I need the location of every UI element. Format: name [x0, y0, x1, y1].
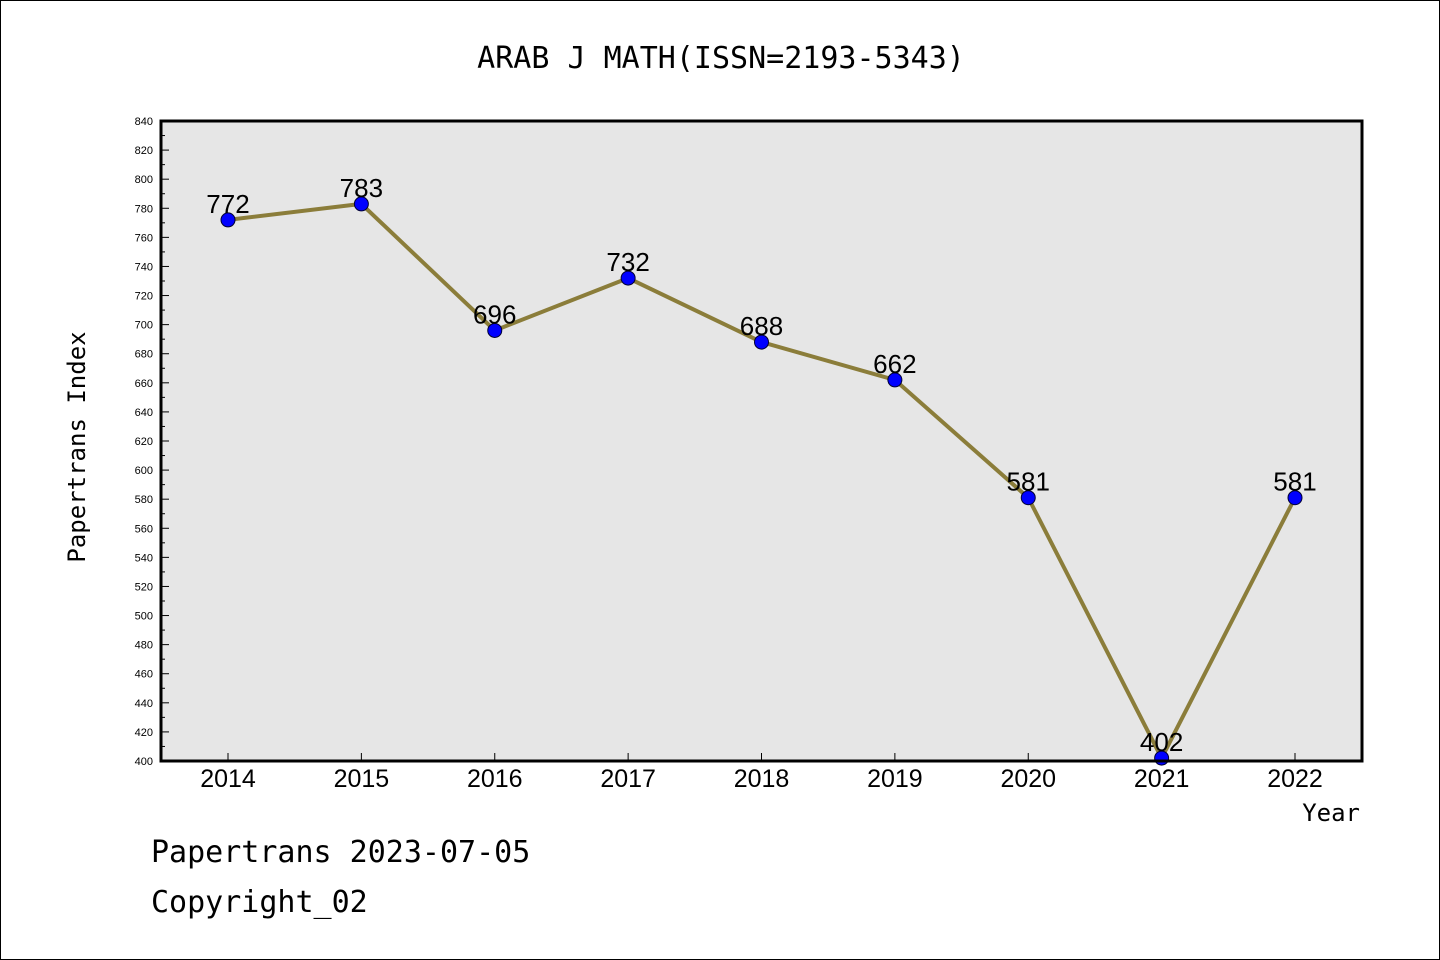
- y-tick-label: 700: [135, 320, 153, 332]
- y-tick-label: 440: [135, 698, 153, 710]
- data-label: 662: [873, 349, 916, 379]
- x-tick-label: 2014: [200, 765, 256, 793]
- y-tick-label: 820: [135, 145, 153, 157]
- y-tick-label: 560: [135, 523, 153, 535]
- y-tick-label: 420: [135, 727, 153, 739]
- y-tick-label: 640: [135, 407, 153, 419]
- data-point: [754, 334, 769, 350]
- x-tick-label: 2019: [867, 765, 923, 793]
- y-tick-label: 720: [135, 291, 153, 303]
- plot-area: [161, 121, 1362, 761]
- y-tick-label: 840: [135, 116, 153, 128]
- x-axis-label: Year: [1302, 799, 1360, 827]
- x-tick-label: 2021: [1134, 765, 1190, 793]
- data-point: [353, 196, 369, 212]
- y-tick-label: 500: [135, 611, 153, 623]
- data-label: 581: [1273, 467, 1316, 497]
- y-tick-label: 400: [135, 756, 153, 768]
- y-tick-label: 540: [135, 552, 153, 564]
- chart-title: ARAB J MATH(ISSN=2193-5343): [477, 41, 965, 76]
- data-point: [887, 372, 903, 388]
- y-tick-label: 660: [135, 378, 153, 390]
- x-tick-label: 2022: [1267, 765, 1323, 793]
- footer-copyright: Copyright_02: [151, 885, 368, 920]
- x-tick-label: 2016: [467, 765, 523, 793]
- y-tick-label: 740: [135, 261, 153, 273]
- y-tick-label: 520: [135, 581, 153, 593]
- y-tick-label: 780: [135, 203, 153, 215]
- data-point: [487, 322, 503, 338]
- data-label: 772: [206, 189, 249, 219]
- y-tick-label: 580: [135, 494, 153, 506]
- x-tick-label: 2020: [1000, 765, 1056, 793]
- x-tick-label: 2018: [734, 765, 790, 793]
- y-tick-label: 760: [135, 232, 153, 244]
- data-point: [1287, 490, 1303, 506]
- data-label: 581: [1007, 467, 1050, 497]
- y-tick-label: 620: [135, 436, 153, 448]
- data-point: [1020, 490, 1036, 506]
- data-label: 783: [340, 173, 383, 203]
- series-group: 772 783 696 732 688 662 581 402 581: [206, 173, 1317, 766]
- y-tick-label: 480: [135, 640, 153, 652]
- data-label: 732: [606, 247, 649, 277]
- x-tick-label: 2017: [600, 765, 656, 793]
- x-axis: 2014 2015 2016 2017 2018 2019 2020 2021 2022: [200, 753, 1323, 793]
- footer-date: Papertrans 2023-07-05: [151, 835, 531, 870]
- y-tick-label: 680: [135, 349, 153, 361]
- y-axis: 400 420 440 460 480 500 520 540 560 580 600 620 640 6…: [135, 116, 169, 768]
- data-label: 696: [473, 299, 516, 329]
- data-label: 402: [1140, 727, 1183, 757]
- plot-frame: [159, 119, 1364, 763]
- data-point: [620, 270, 636, 286]
- y-axis-label: Papertrans Index: [63, 331, 91, 562]
- y-tick-label: 600: [135, 465, 153, 477]
- y-tick-label: 460: [135, 669, 153, 681]
- data-label: 688: [740, 311, 783, 341]
- x-tick-label: 2015: [334, 765, 390, 793]
- y-tick-label: 800: [135, 174, 153, 186]
- data-point: [220, 212, 236, 228]
